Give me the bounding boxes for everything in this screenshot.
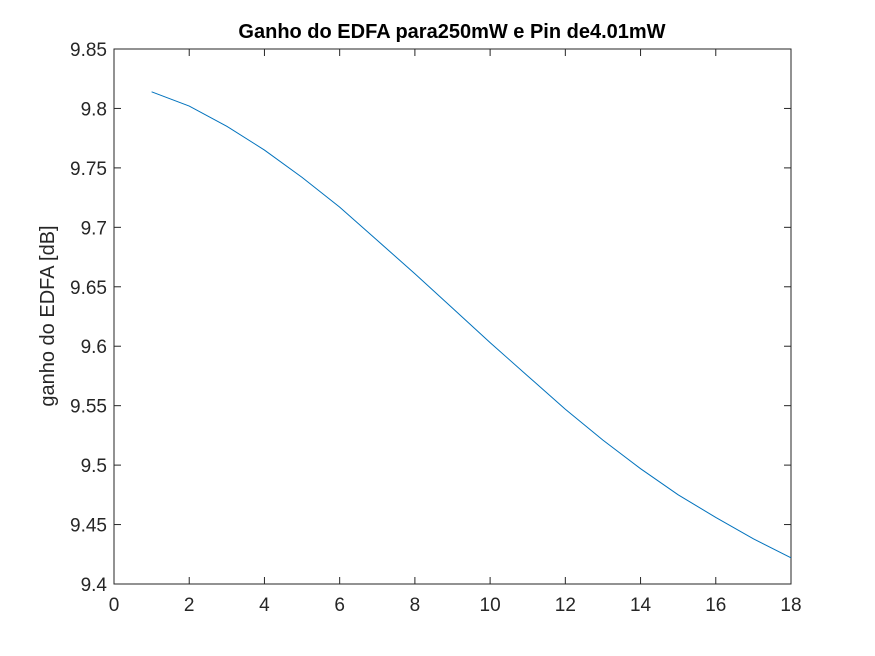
- y-tick-label: 9.6: [81, 337, 107, 358]
- chart-title: Ganho do EDFA para250mW e Pin de4.01mW: [238, 21, 665, 43]
- y-tick-label: 9.7: [81, 218, 107, 239]
- x-tick-label: 2: [184, 595, 195, 616]
- x-tick-label: 6: [334, 595, 345, 616]
- x-tick-label: 16: [705, 595, 726, 616]
- x-tick-label: 12: [555, 595, 576, 616]
- y-tick-label: 9.5: [81, 456, 107, 477]
- plot-area: 0 2 4 6 8 10 12 14 16 18 9.4 9.45 9.5 9.55 9.6 9.65 9.7 9…: [70, 40, 802, 616]
- y-tick-label: 9.4: [81, 575, 108, 596]
- y-tick-label: 9.65: [70, 278, 107, 299]
- series-line: [151, 91, 792, 559]
- y-tick-label: 9.45: [70, 516, 107, 537]
- y-axis-label: ganho do EDFA [dB]: [37, 225, 59, 406]
- axes-box: [113, 48, 792, 585]
- x-tick-label: 14: [630, 595, 652, 616]
- y-tick-label: 9.85: [70, 40, 107, 61]
- x-tick-label: 10: [480, 595, 501, 616]
- x-tick-label: 4: [259, 595, 270, 616]
- x-tick-label: 0: [109, 595, 120, 616]
- y-tick-label: 9.55: [70, 397, 107, 418]
- x-tick-label: 18: [780, 595, 801, 616]
- y-tick-label: 9.75: [70, 159, 107, 180]
- y-tick-label: 9.8: [81, 99, 107, 120]
- x-tick-label: 8: [410, 595, 421, 616]
